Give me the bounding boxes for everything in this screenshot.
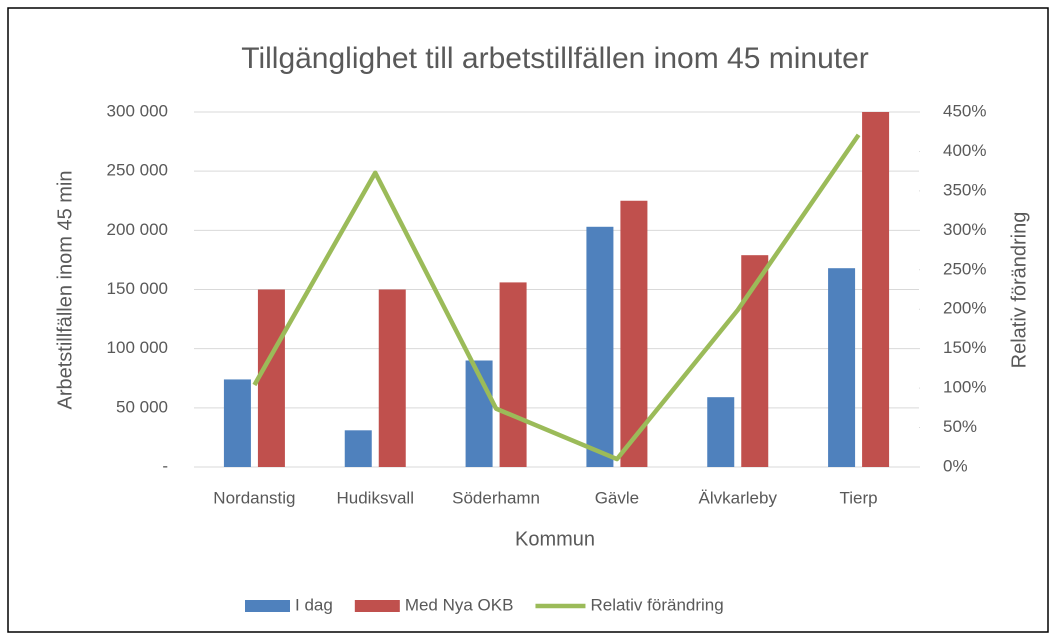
y-tick-label: -	[162, 456, 168, 475]
y-tick-label: 50 000	[116, 397, 168, 416]
bar	[223, 379, 251, 467]
y2-tick-label: 200%	[943, 299, 986, 318]
x-tick-label: Hudiksvall	[337, 488, 414, 507]
y2-tick-label: 100%	[943, 378, 986, 397]
y-tick-label: 300 000	[107, 101, 168, 120]
y-tick-label: 150 000	[107, 279, 168, 298]
y2-tick-label: 0%	[943, 456, 968, 475]
y2-tick-label: 400%	[943, 141, 986, 160]
bar	[620, 200, 648, 467]
bar	[378, 289, 406, 467]
y2-tick-label: 250%	[943, 259, 986, 278]
y2-tick-label: 450%	[943, 101, 986, 120]
line	[252, 133, 861, 462]
legend-swatch	[354, 600, 400, 612]
bar	[499, 282, 527, 467]
x-tick-label: Gävle	[595, 488, 639, 507]
bar	[741, 255, 769, 467]
bar	[586, 226, 614, 467]
bar	[828, 268, 856, 467]
y-axis-title: Arbetstillfällen inom 45 min	[54, 171, 76, 410]
x-tick-label: Nordanstig	[213, 488, 295, 507]
x-tick-label: Älvkarleby	[699, 488, 778, 507]
legend-label: Relativ förändring	[590, 595, 723, 614]
chart-title: Tillgänglighet till arbetstillfällen ino…	[241, 42, 869, 75]
y2-tick-label: 50%	[943, 417, 977, 436]
y2-tick-label: 350%	[943, 180, 986, 199]
x-axis-title: Kommun	[515, 528, 595, 550]
y-tick-label: 200 000	[107, 220, 168, 239]
x-tick-label: Tierp	[840, 488, 878, 507]
y2-tick-label: 150%	[943, 338, 986, 357]
legend-swatch	[245, 600, 290, 612]
bar	[344, 430, 372, 467]
legend-label: Med Nya OKB	[405, 595, 514, 614]
y-tick-label: 100 000	[107, 338, 168, 357]
y2-tick-label: 300%	[943, 220, 986, 239]
x-tick-label: Söderhamn	[452, 488, 540, 507]
bar	[707, 397, 735, 467]
y2-axis-title: Relativ förändring	[1008, 212, 1030, 369]
bar	[257, 289, 285, 467]
y-tick-label: 250 000	[107, 161, 168, 180]
bar	[862, 112, 890, 467]
legend-label: I dag	[295, 595, 333, 614]
